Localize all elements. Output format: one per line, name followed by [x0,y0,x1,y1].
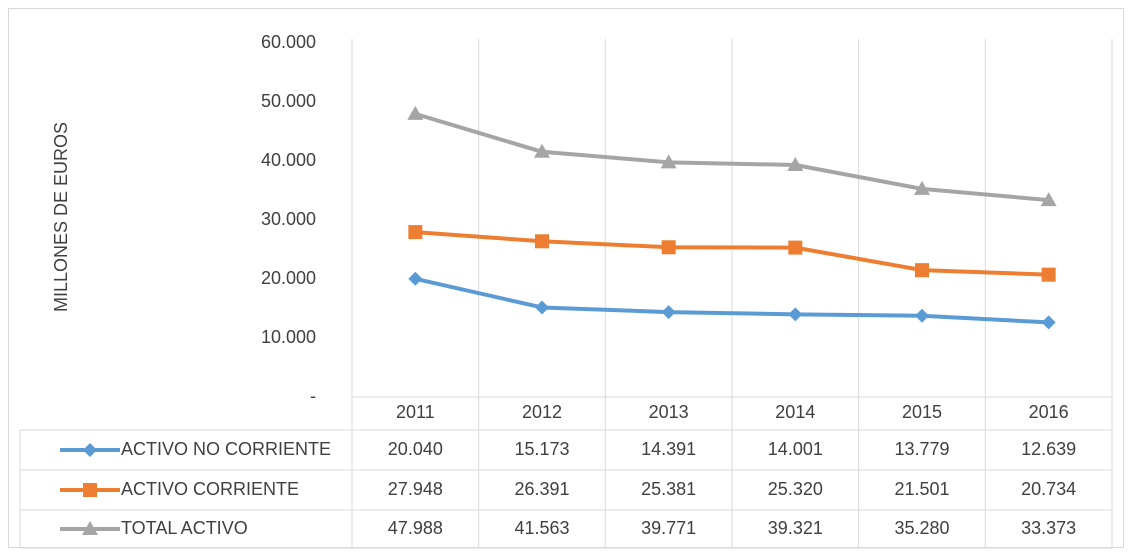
marker [83,483,97,497]
table-cell: 21.501 [894,479,949,499]
y-axis-label: MILLONES DE EUROS [51,122,71,312]
marker [661,305,676,320]
marker [661,240,676,255]
table-cell: 47.988 [388,518,443,538]
marker [408,271,423,286]
x-tick-label: 2012 [522,402,562,422]
marker [1041,267,1056,282]
marker [1040,192,1057,207]
y-tick-label: 20.000 [261,268,316,288]
legend-label: ACTIVO NO CORRIENTE [121,439,331,459]
series-line [414,276,1049,325]
x-tick-label: 2016 [1029,402,1069,422]
x-tick-label: 2015 [902,402,942,422]
legend-label: TOTAL ACTIVO [121,518,248,538]
table-cell: 25.320 [768,479,823,499]
table-cell: 39.321 [768,518,823,538]
marker [787,157,804,172]
chart-border [8,8,1124,548]
legend-label: ACTIVO CORRIENTE [121,479,299,499]
marker [407,105,424,120]
marker [535,234,549,249]
marker [915,308,929,323]
marker [660,154,677,169]
marker [408,225,423,240]
y-tick-label: - [310,386,316,406]
table-cell: 15.173 [514,439,569,459]
y-tick-label: 50.000 [261,91,316,111]
marker [83,443,97,457]
series-line [414,111,1049,203]
table-cell: 26.391 [514,479,569,499]
table-cell: 14.391 [641,439,696,459]
table-cell: 27.948 [388,479,443,499]
table-cell: 20.040 [388,439,443,459]
table-cell: 14.001 [768,439,823,459]
y-tick-label: 40.000 [261,150,316,170]
marker [535,300,549,315]
table-cell: 13.779 [894,439,949,459]
series-line [415,230,1049,277]
table-cell: 41.563 [514,518,569,538]
marker [534,143,550,158]
table-cell: 20.734 [1021,479,1076,499]
x-tick-label: 2013 [649,402,689,422]
y-tick-label: 30.000 [261,209,316,229]
table-cell: 33.373 [1021,518,1076,538]
y-tick-label: 60.000 [261,32,316,52]
marker [788,307,803,322]
marker [82,521,98,535]
marker [915,263,929,278]
x-tick-label: 2014 [775,402,815,422]
marker [914,180,930,195]
y-tick-label: 10.000 [261,327,316,347]
marker [788,240,803,255]
table-cell: 25.381 [641,479,696,499]
table-cell: 12.639 [1021,439,1076,459]
table-cell: 35.280 [894,518,949,538]
x-tick-label: 2011 [396,402,435,422]
table-cell: 39.771 [641,518,696,538]
marker [1041,315,1056,330]
